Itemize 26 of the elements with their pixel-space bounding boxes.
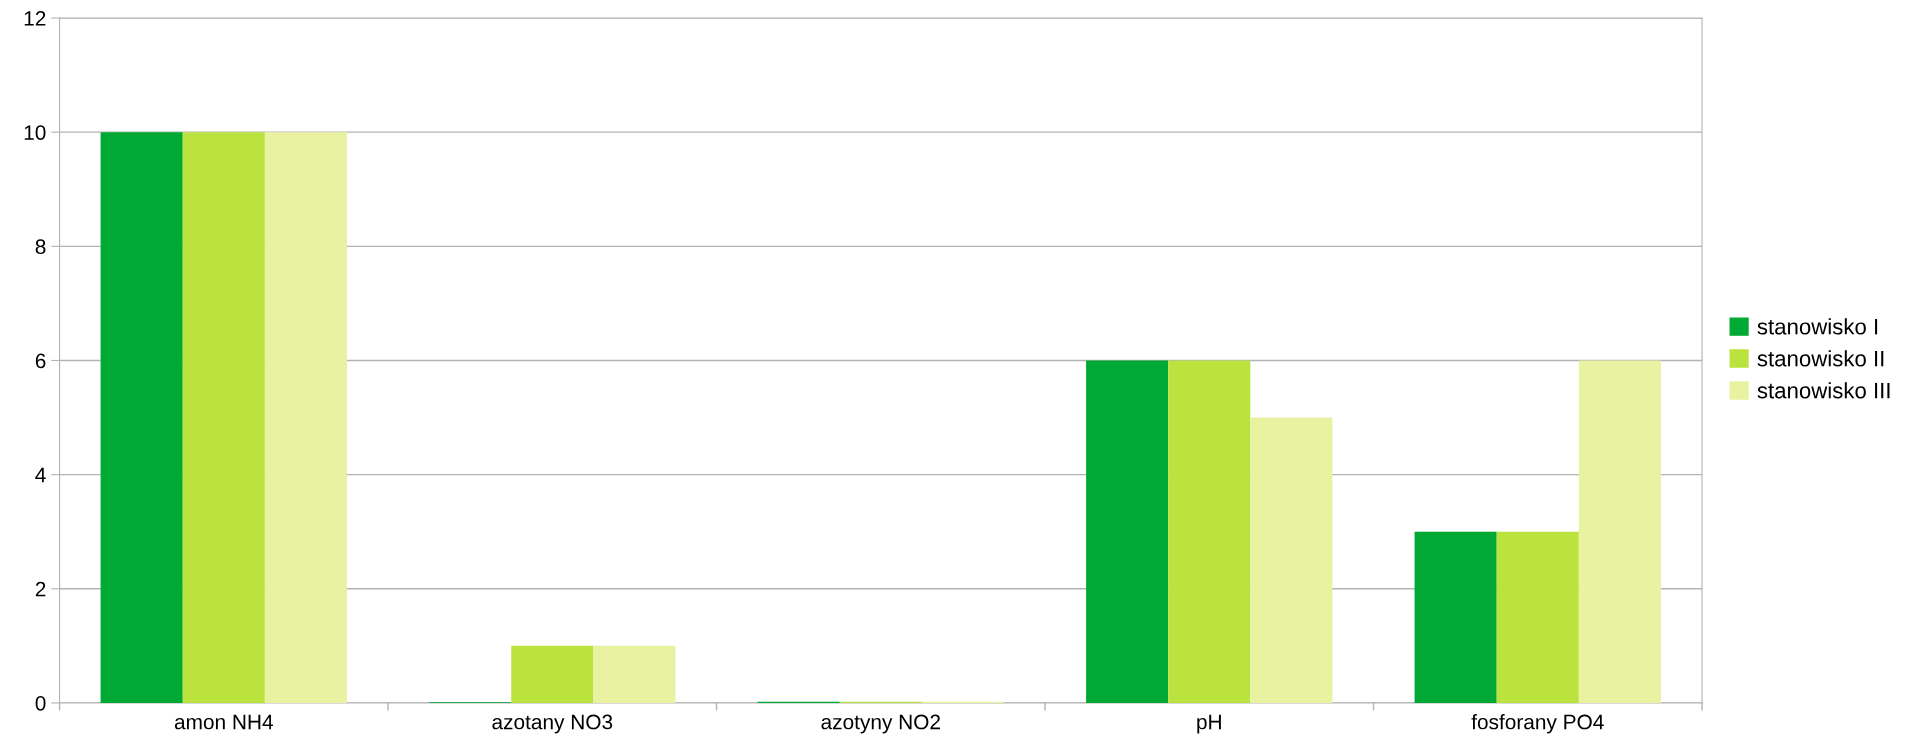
y-tick-label: 8: [35, 239, 46, 255]
x-tick-label: fosforany PO4: [1471, 714, 1604, 734]
y-tick-label: 10: [24, 125, 46, 140]
bar: [264, 132, 347, 703]
y-tick-label: 2: [35, 581, 46, 597]
legend-label: stanowisko I: [1757, 318, 1878, 335]
legend-label: stanowisko II: [1757, 350, 1884, 367]
x-tick-label: amon NH4: [174, 714, 273, 730]
bar: [1168, 360, 1251, 703]
legend-label: stanowisko III: [1757, 382, 1890, 399]
bar: [182, 132, 265, 703]
y-tick-label: 0: [35, 695, 46, 711]
bar: [593, 645, 676, 703]
x-tick-label: azotany NO3: [492, 714, 613, 734]
y-tick-label: 12: [24, 11, 46, 26]
bar: [1578, 360, 1661, 703]
bar: [1250, 417, 1333, 703]
bar: [100, 132, 183, 703]
bar: [511, 645, 594, 703]
bar: [1086, 360, 1169, 703]
y-tick-label: 6: [35, 353, 46, 369]
x-tick-label: pH: [1197, 714, 1221, 734]
x-tick-label: azotyny NO2: [821, 714, 940, 734]
y-tick-label: 4: [35, 467, 46, 483]
bar: [1414, 531, 1497, 703]
bar: [1496, 531, 1579, 703]
